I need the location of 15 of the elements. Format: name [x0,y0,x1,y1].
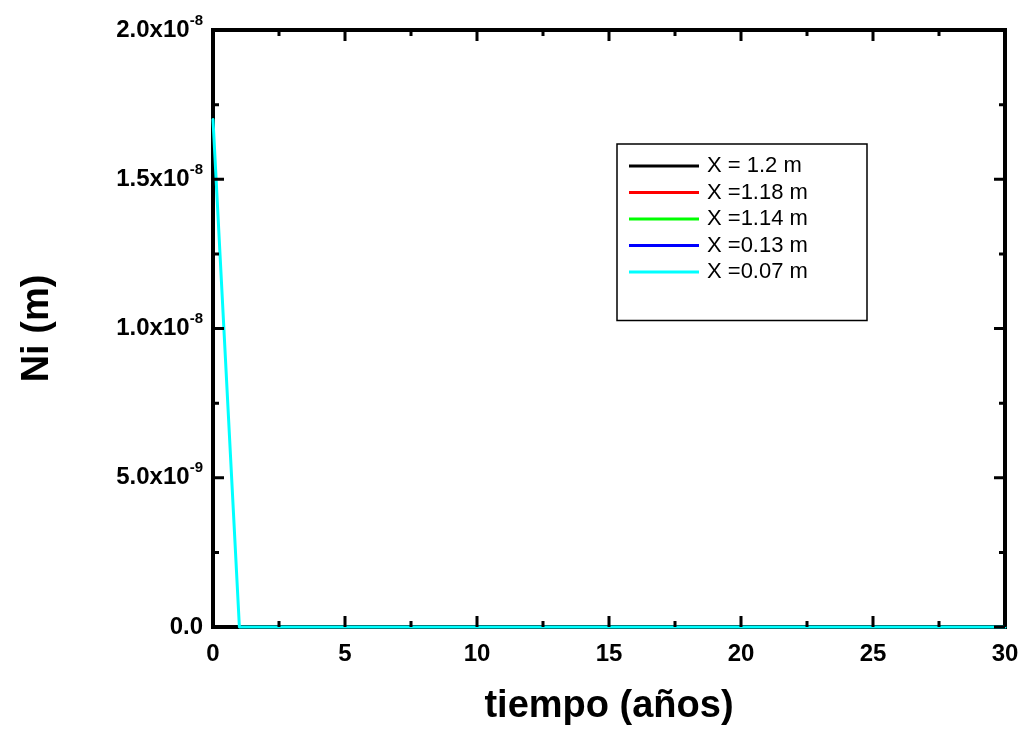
x-tick-label: 5 [338,638,352,666]
x-axis-title: tiempo (años) [484,683,734,726]
legend-label: X =1.14 m [707,205,808,231]
y-tick-label: 0.0 [169,611,204,639]
x-tick-label: 25 [859,638,887,666]
legend-label: X =0.13 m [707,231,808,257]
y-axis-title: Ni (m) [14,274,57,383]
x-tick-label: 0 [206,638,220,666]
x-tick-label: 10 [463,638,491,666]
legend-label: X = 1.2 m [707,152,802,178]
legend-label: X =1.18 m [707,178,808,204]
x-tick-label: 20 [727,638,755,666]
legend-label: X =0.07 m [707,258,808,284]
x-tick-label: 30 [991,638,1019,666]
x-tick-label: 15 [595,638,623,666]
